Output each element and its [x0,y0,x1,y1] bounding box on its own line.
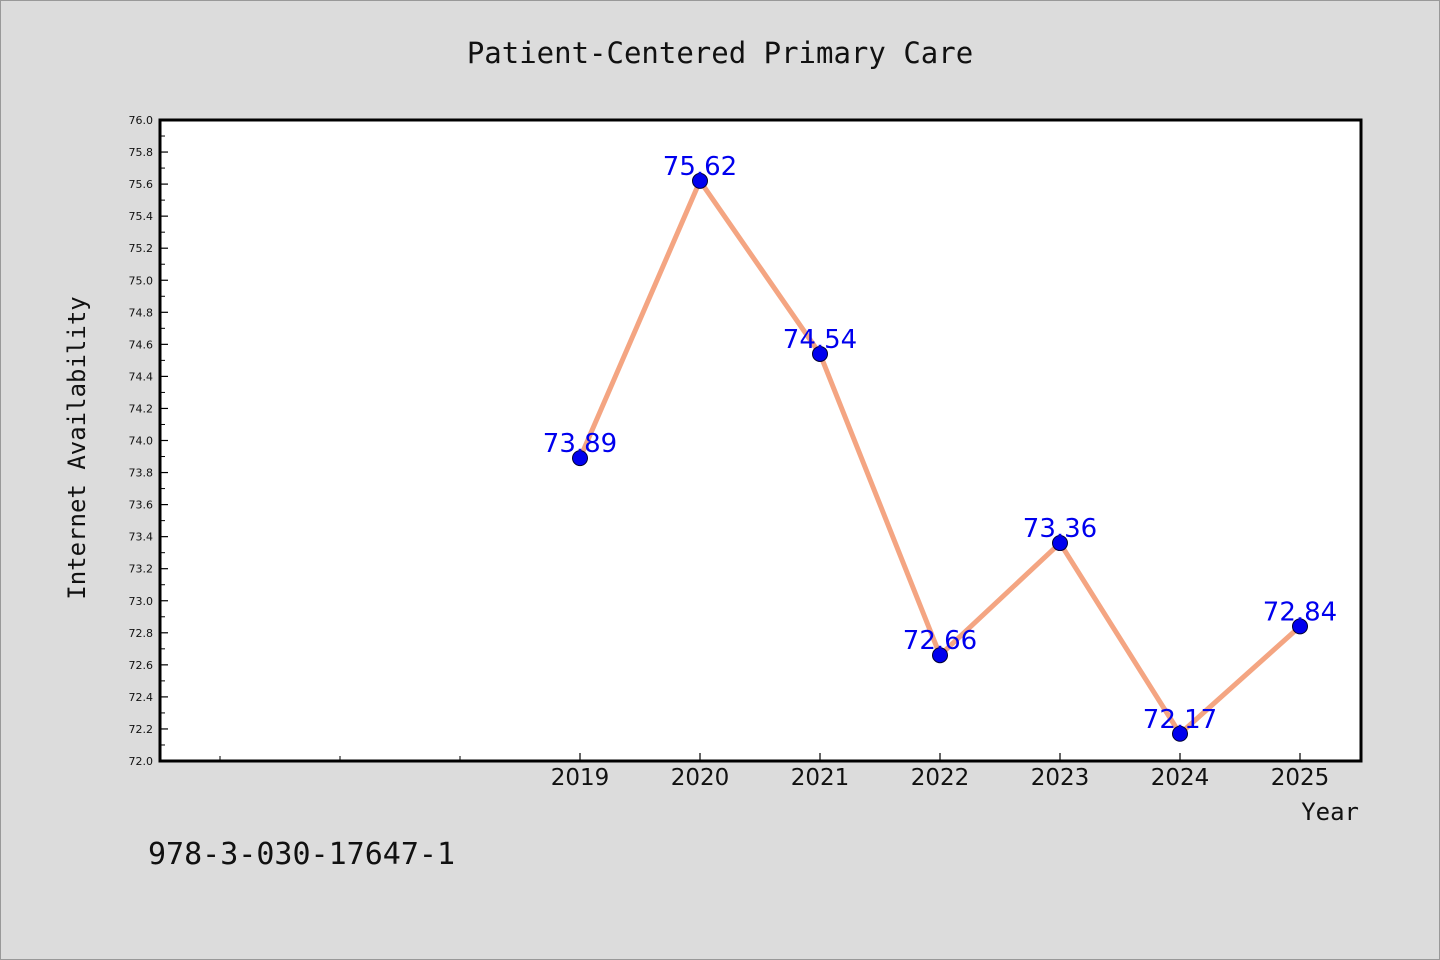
y-tick-label: 76.0 [129,114,154,127]
x-axis: 2019 2020 2021 2022 2023 2024 2025 [219,753,1330,791]
y-tick-label: 73.0 [129,595,154,608]
data-point [1292,618,1308,635]
data-labels: 73.89 75.62 74.54 72.66 73.36 72.17 72.84 [543,152,1337,735]
y-tick-label: 75.6 [129,178,154,191]
y-tick-label: 74.6 [129,338,154,351]
y-tick-label: 74.4 [129,370,154,383]
x-tick-label: 2019 [551,765,610,791]
y-tick-label: 75.0 [129,274,154,287]
plot-frame [158,118,1363,763]
y-tick-label: 73.6 [129,499,154,512]
y-tick-label: 72.6 [129,659,154,672]
y-tick-label: 73.8 [129,467,154,480]
y-tick-label: 72.2 [129,723,154,736]
y-tick-label: 75.2 [129,242,154,255]
y-tick-label: 72.0 [129,755,154,768]
y-tick-label: 75.4 [129,210,154,223]
data-point [572,450,588,467]
y-tick-label: 73.2 [129,563,154,576]
x-tick-label: 2021 [791,765,850,791]
footer-code: 978-3-030-17647-1 [148,837,455,872]
data-point [1172,725,1188,742]
data-point [1052,535,1068,552]
y-axis: 72.0 72.2 72.4 72.6 72.8 73.0 73.2 73.4 73.6 73.8… [129,114,168,768]
chart-title: Patient-Centered Primary Care [467,36,973,70]
y-tick-label: 74.0 [129,435,154,448]
x-tick-label: 2022 [911,765,970,791]
data-label: 73.89 [543,429,617,459]
y-tick-label: 72.4 [129,691,154,704]
data-label: 72.17 [1143,705,1217,735]
data-label: 72.84 [1263,597,1337,627]
y-tick-label: 73.4 [129,531,154,544]
data-point [692,172,708,189]
y-tick-label: 75.8 [129,146,154,159]
x-tick-label: 2024 [1151,765,1210,791]
y-tick-label: 72.8 [129,627,154,640]
x-axis-label: Year [1301,798,1359,826]
x-tick-label: 2023 [1031,765,1090,791]
data-point [812,345,828,362]
data-label: 72.66 [903,626,977,656]
data-label: 73.36 [1023,514,1097,544]
plot-area [160,120,1361,761]
x-tick-label: 2020 [671,765,730,791]
y-axis-label: Internet Availability [63,296,91,599]
x-tick-label: 2025 [1271,765,1330,791]
series-internet-availability [572,172,1308,742]
data-label: 75.62 [663,152,737,182]
data-point [932,647,948,664]
y-tick-label: 74.8 [129,306,154,319]
y-tick-label: 74.2 [129,402,154,415]
data-label: 74.54 [783,325,857,355]
